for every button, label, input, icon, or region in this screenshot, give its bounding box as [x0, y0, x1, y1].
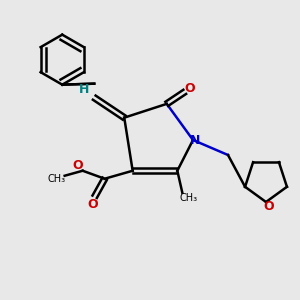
Text: CH₃: CH₃ — [48, 174, 66, 184]
Text: CH₃: CH₃ — [179, 193, 197, 203]
Text: O: O — [264, 200, 274, 214]
Text: O: O — [72, 159, 83, 172]
Text: O: O — [87, 198, 98, 211]
Text: N: N — [190, 134, 200, 146]
Text: H: H — [79, 83, 89, 96]
Text: O: O — [184, 82, 195, 95]
